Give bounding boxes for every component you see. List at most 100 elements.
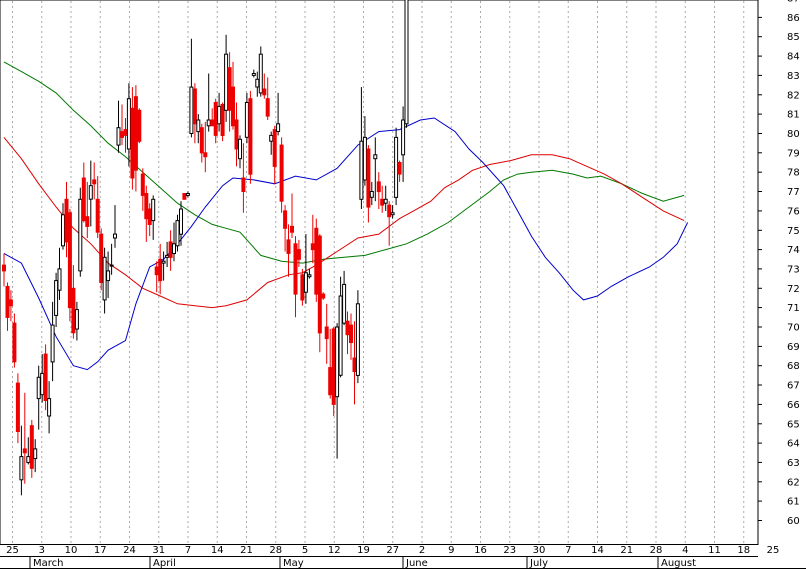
y-tick-label: 80 — [787, 129, 800, 140]
candle — [151, 195, 156, 240]
candle — [317, 234, 322, 353]
candle — [12, 313, 17, 368]
candle-body — [331, 328, 336, 405]
candle-body — [165, 254, 170, 258]
x-tick-label: 17 — [94, 545, 107, 556]
x-axis-month-labels: March April May June July August — [29, 557, 696, 569]
candle-body — [238, 138, 242, 160]
x-tick-label: 18 — [737, 545, 750, 556]
month-label: July — [529, 558, 548, 569]
candle — [401, 106, 406, 182]
candle-body — [283, 210, 288, 229]
candle — [310, 214, 315, 264]
candle — [296, 239, 301, 267]
candle — [189, 38, 194, 138]
candle-body — [64, 198, 69, 243]
candle-body — [310, 243, 315, 251]
y-tick-label: 85 — [787, 32, 800, 43]
candle — [349, 313, 353, 360]
candle-body — [380, 198, 385, 206]
y-axis: 60 61 62 63 64 65 66 67 68 69 70 71 72 73 74 75 76 77 78 79… — [758, 0, 800, 527]
y-tick-label: 65 — [787, 419, 800, 430]
candle — [404, 0, 409, 128]
candle-body — [123, 129, 128, 136]
candle — [283, 205, 288, 252]
candle — [276, 92, 281, 136]
candle — [130, 87, 135, 190]
candle-body — [397, 162, 402, 175]
candle — [8, 290, 13, 322]
candle-body — [154, 266, 159, 276]
candle — [92, 162, 97, 200]
candle — [238, 135, 242, 169]
candle-body — [217, 105, 222, 125]
candle — [376, 172, 381, 209]
month-label: April — [153, 558, 176, 569]
candle-body — [355, 303, 360, 376]
y-tick-label: 63 — [787, 458, 800, 469]
candle-body — [192, 88, 197, 125]
candle — [331, 327, 336, 416]
candle — [47, 381, 52, 434]
candle — [185, 191, 190, 198]
candle-body — [265, 98, 270, 117]
candle-body — [95, 198, 100, 233]
candle — [33, 439, 38, 473]
candle-body — [206, 119, 211, 127]
candle-body — [359, 140, 364, 200]
y-tick-label: 76 — [787, 206, 800, 217]
candle-body — [324, 326, 329, 340]
y-tick-label: 71 — [787, 303, 800, 314]
y-tick-label: 72 — [787, 284, 800, 295]
y-tick-label: 68 — [787, 361, 800, 372]
x-tick-label: 28 — [650, 545, 663, 556]
y-tick-label: 66 — [787, 400, 800, 411]
candle — [95, 176, 100, 238]
candle-body — [210, 119, 215, 127]
x-tick-label: 7 — [565, 545, 571, 556]
candle — [2, 253, 6, 287]
candle-body — [213, 102, 218, 136]
candle-body — [349, 324, 353, 344]
candle-body — [50, 324, 55, 363]
candle — [161, 251, 166, 281]
candle-body — [74, 309, 79, 330]
candle-body — [172, 243, 176, 255]
x-tick-label: 23 — [503, 545, 516, 556]
x-tick-label: 2 — [419, 545, 425, 556]
candle-body — [88, 185, 93, 200]
candle-body — [61, 214, 65, 247]
x-tick-label: 28 — [269, 545, 282, 556]
candle-body — [158, 258, 163, 282]
candle — [85, 181, 90, 238]
candle — [248, 90, 253, 184]
y-tick-label: 74 — [787, 245, 800, 256]
y-tick-label: 78 — [787, 168, 800, 179]
candle-body — [390, 212, 395, 216]
candle — [255, 71, 260, 97]
candle-body — [248, 98, 253, 175]
y-tick-label: 73 — [787, 264, 800, 275]
candle — [74, 301, 79, 341]
x-tick-label: 24 — [123, 545, 136, 556]
candle — [154, 261, 159, 293]
moving-average-mid-line — [3, 137, 685, 309]
candle — [369, 181, 374, 206]
candle — [106, 251, 111, 298]
x-tick-label: 14 — [591, 545, 604, 556]
x-tick-label: 25 — [767, 545, 780, 556]
candle-body — [2, 264, 6, 272]
candle — [40, 354, 45, 403]
candle — [88, 160, 93, 227]
candle-body — [227, 67, 232, 111]
sma-mid-path — [3, 137, 685, 309]
candle — [279, 137, 284, 213]
candle-body — [196, 119, 201, 133]
candle-body — [137, 109, 142, 142]
candle — [303, 234, 308, 304]
candle-body — [362, 136, 367, 181]
candle — [397, 160, 402, 182]
x-tick-label: 12 — [328, 545, 341, 556]
month-label: May — [283, 558, 304, 569]
candle-body — [383, 198, 388, 204]
